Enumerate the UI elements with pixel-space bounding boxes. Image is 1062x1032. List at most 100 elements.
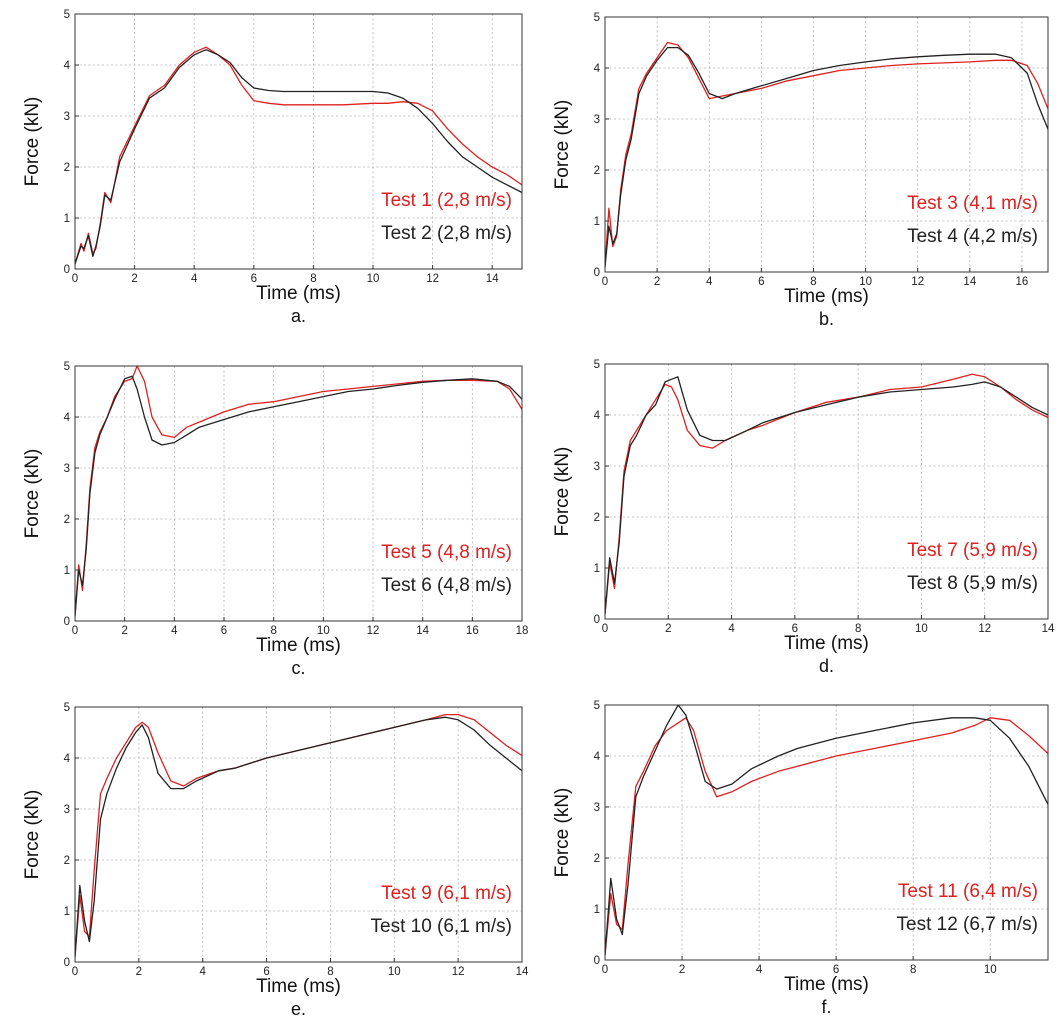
x-tick-label: 10	[859, 276, 872, 288]
legend-entry-black: Test 4 (4,2 m/s)	[907, 226, 1038, 247]
x-tick-label: 12	[978, 623, 991, 635]
x-tick-label: 14	[963, 276, 976, 288]
y-tick-label: 5	[64, 9, 70, 21]
legend-entry-red: Test 3 (4,1 m/s)	[907, 193, 1038, 214]
x-tick-label: 18	[516, 625, 529, 637]
series-line-black	[605, 46, 1048, 268]
x-axis-label: Time (ms)	[784, 286, 869, 307]
x-axis-label: Time (ms)	[256, 635, 341, 656]
x-tick-label: 0	[72, 625, 78, 637]
x-tick-label: 12	[426, 273, 439, 285]
y-tick-label: 5	[64, 702, 70, 714]
x-tick-label: 14	[486, 273, 499, 285]
x-tick-label: 2	[654, 276, 660, 288]
panel-label: c.	[291, 658, 305, 678]
y-tick-label: 0	[64, 957, 70, 969]
legend-entry-red: Test 9 (6,1 m/s)	[381, 883, 512, 904]
plot-frame	[74, 13, 523, 270]
x-tick-label: 0	[602, 276, 608, 288]
y-tick-label: 5	[594, 700, 600, 712]
x-tick-label: 2	[121, 625, 127, 637]
x-tick-label: 6	[251, 273, 257, 285]
y-tick-label: 0	[64, 616, 70, 628]
series-line-black	[605, 705, 1048, 956]
x-tick-label: 2	[665, 623, 671, 635]
plot-frame	[74, 706, 523, 963]
x-tick-label: 10	[317, 625, 330, 637]
y-tick-label: 3	[594, 114, 600, 126]
x-axis-label: Time (ms)	[784, 633, 869, 654]
y-tick-label: 4	[594, 410, 601, 422]
legend-entry-red: Test 11 (6,4 m/s)	[898, 881, 1038, 902]
y-tick-label: 1	[64, 906, 70, 918]
x-tick-label: 12	[367, 625, 380, 637]
legend-entry-black: Test 2 (2,8 m/s)	[381, 223, 512, 244]
x-tick-label: 16	[466, 625, 479, 637]
x-tick-label: 6	[221, 625, 227, 637]
y-tick-label: 2	[594, 853, 600, 865]
series-line-red	[75, 366, 522, 617]
x-tick-label: 4	[191, 273, 198, 285]
y-tick-label: 5	[594, 12, 600, 24]
y-axis-label: Force (kN)	[552, 100, 573, 190]
y-axis-label: Force (kN)	[22, 97, 43, 187]
x-axis-label: Time (ms)	[256, 283, 341, 304]
plot-frame	[74, 365, 523, 622]
y-axis-label: Force (kN)	[552, 447, 573, 537]
y-axis-label: Force (kN)	[22, 790, 43, 880]
legend-entry-red: Test 7 (5,9 m/s)	[907, 540, 1038, 561]
y-tick-label: 4	[64, 60, 71, 72]
plot-frame	[604, 704, 1049, 961]
x-tick-label: 4	[728, 623, 735, 635]
y-tick-label: 4	[594, 751, 601, 763]
y-tick-label: 3	[594, 802, 600, 814]
x-tick-label: 0	[72, 273, 78, 285]
y-tick-label: 1	[594, 563, 600, 575]
x-tick-label: 6	[758, 276, 764, 288]
chart-panel-f: 0 2 4 6 8 10 0 1 2 3 4 5 Time (ms) Force (kN) f. Test 1…	[552, 700, 1049, 1017]
x-tick-label: 8	[310, 273, 316, 285]
y-tick-label: 3	[64, 111, 70, 123]
y-tick-label: 0	[594, 614, 600, 626]
legend-entry-black: Test 8 (5,9 m/s)	[907, 573, 1038, 594]
x-tick-label: 12	[452, 966, 465, 978]
plot-frame	[604, 363, 1049, 620]
y-tick-label: 2	[64, 855, 70, 867]
y-tick-label: 3	[594, 461, 600, 473]
x-tick-label: 8	[327, 966, 333, 978]
panel-label: b.	[819, 309, 834, 329]
y-tick-label: 2	[594, 165, 600, 177]
y-tick-label: 4	[64, 412, 71, 424]
x-tick-label: 4	[200, 966, 207, 978]
y-axis-label: Force (kN)	[22, 449, 43, 539]
x-tick-label: 14	[416, 625, 429, 637]
x-tick-label: 6	[792, 623, 798, 635]
y-tick-label: 1	[594, 904, 600, 916]
y-tick-label: 1	[64, 213, 70, 225]
y-tick-label: 2	[64, 514, 70, 526]
y-tick-label: 5	[594, 359, 600, 371]
y-tick-label: 3	[64, 463, 70, 475]
x-tick-label: 2	[131, 273, 137, 285]
panel-label: f.	[821, 997, 831, 1017]
series-line-black	[75, 375, 522, 617]
y-tick-label: 1	[64, 565, 70, 577]
y-tick-label: 3	[64, 804, 70, 816]
series-line-red	[605, 373, 1048, 615]
x-tick-label: 0	[602, 964, 608, 976]
x-tick-label: 10	[984, 964, 997, 976]
x-tick-label: 0	[72, 966, 78, 978]
x-tick-label: 12	[911, 276, 924, 288]
x-tick-label: 8	[855, 623, 861, 635]
x-tick-label: 8	[910, 964, 916, 976]
x-axis-label: Time (ms)	[784, 974, 869, 995]
x-tick-label: 16	[1016, 276, 1029, 288]
x-tick-label: 14	[1042, 623, 1055, 635]
series-line-red	[605, 41, 1048, 268]
legend-entry-red: Test 5 (4,8 m/s)	[381, 542, 512, 563]
x-tick-label: 8	[270, 625, 276, 637]
x-tick-label: 2	[679, 964, 685, 976]
